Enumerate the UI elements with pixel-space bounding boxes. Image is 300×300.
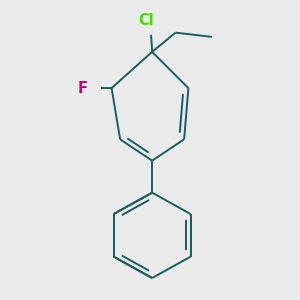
Text: F: F xyxy=(78,81,88,96)
Text: Cl: Cl xyxy=(138,14,154,28)
